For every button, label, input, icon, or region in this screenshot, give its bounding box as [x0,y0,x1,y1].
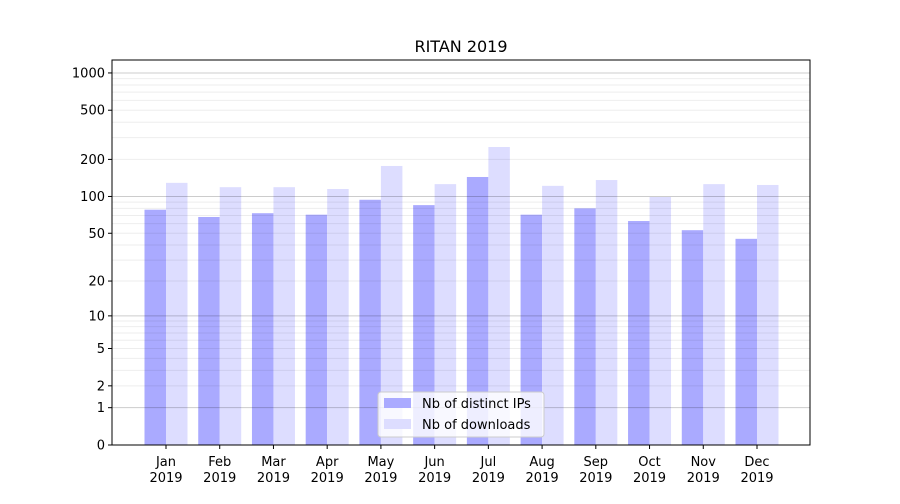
legend: Nb of distinct IPs Nb of downloads [377,391,545,438]
bar-downloads-4 [380,165,403,445]
x-tick-label: Jun 2019 [418,455,451,486]
x-tick-label: Mar 2019 [257,455,290,486]
bar-distinct-ips-0 [144,209,166,445]
bar-downloads-5 [434,184,457,445]
bar-downloads-11 [757,184,779,445]
y-tick-label: 20 [88,275,105,290]
x-tick-label: May 2019 [364,455,397,486]
y-tick-label: 500 [80,104,105,119]
bar-distinct-ips-10 [681,230,704,445]
legend-label-ips: Nb of distinct IPs [422,397,531,412]
bar-distinct-ips-9 [628,221,650,445]
legend-swatch-downloads [384,419,411,429]
legend-swatch-ips [384,398,411,408]
y-tick-label: 200 [80,153,105,168]
bar-downloads-9 [649,197,672,445]
y-tick-label: 5 [97,342,105,357]
y-tick-label: 100 [80,190,105,205]
bar-distinct-ips-4 [359,199,381,445]
chart-title: RITAN 2019 [414,37,507,56]
x-tick-label: Oct 2019 [633,455,666,486]
x-tick-label: Feb 2019 [203,455,236,486]
bar-downloads-2 [273,187,295,445]
bar-downloads-1 [219,187,242,445]
plot-area-frame [111,59,811,446]
bar-downloads-3 [327,189,349,445]
y-tick-label: 2 [97,379,105,394]
y-tick-label: 1 [97,401,105,416]
y-tick-label: 1000 [72,66,105,81]
x-tick-label: Jul 2019 [472,455,505,486]
bar-distinct-ips-6 [466,176,489,446]
x-tick-label: Apr 2019 [311,455,344,486]
x-tick-label: Aug 2019 [526,455,559,486]
bar-distinct-ips-2 [251,213,274,445]
bar-downloads-6 [488,147,510,445]
bar-downloads-7 [542,185,564,446]
bar-downloads-8 [595,180,618,446]
bar-downloads-10 [703,184,725,445]
bar-distinct-ips-8 [574,208,596,445]
x-tick-label: Jan 2019 [149,455,182,486]
bar-distinct-ips-3 [305,214,328,445]
x-tick-label: Sep 2019 [579,455,612,486]
y-tick-label: 50 [88,227,105,242]
x-tick-label: Dec 2019 [740,455,773,486]
legend-label-downloads: Nb of downloads [422,418,531,433]
bar-distinct-ips-5 [413,205,435,445]
bar-distinct-ips-7 [520,214,543,445]
y-tick-label: 0 [97,439,105,454]
bar-distinct-ips-11 [735,238,757,445]
bar-downloads-0 [166,182,188,445]
x-tick-label: Nov 2019 [687,455,720,486]
y-tick-label: 10 [88,309,105,324]
bar-distinct-ips-1 [198,216,220,445]
